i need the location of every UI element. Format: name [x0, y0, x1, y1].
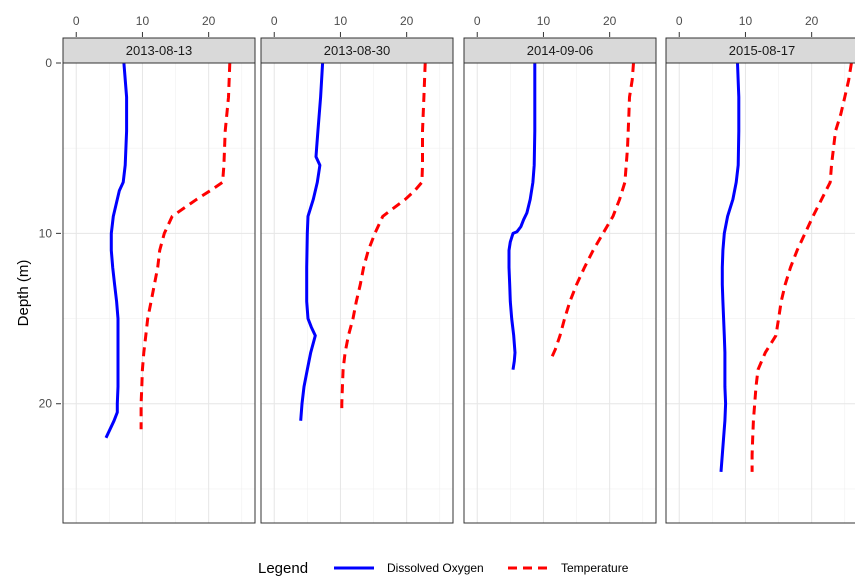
x-tick-label: 0 — [73, 14, 80, 28]
panel-2015-08-17: 2015-08-17 0 10 20 — [665, 14, 855, 524]
temperature-line — [548, 62, 635, 362]
legend-label-dissolved-oxygen: Dissolved Oxygen — [387, 561, 484, 575]
dissolved-oxygen-line — [507, 63, 537, 370]
x-tick-label: 20 — [805, 14, 819, 28]
y-axis-title: Depth (m) — [15, 260, 32, 327]
x-tick-label: 10 — [136, 14, 150, 28]
facet-strip — [665, 37, 855, 64]
dissolved-oxygen-line — [299, 62, 325, 421]
legend: Legend Dissolved Oxygen Temperature — [258, 560, 629, 577]
facet-strip — [463, 37, 657, 64]
panel-2014-09-06: 2014-09-06 0 10 20 — [463, 14, 657, 524]
panel-border — [62, 62, 256, 524]
x-tick-label: 10 — [739, 14, 753, 28]
y-tick-label: 10 — [39, 226, 53, 240]
y-tick-label: 0 — [45, 56, 52, 70]
x-tick-label: 0 — [271, 14, 278, 28]
facet-strip-label: 2013-08-13 — [126, 43, 193, 58]
legend-label-temperature: Temperature — [561, 561, 629, 575]
x-tick-label: 20 — [202, 14, 216, 28]
temperature-line — [340, 62, 427, 413]
panel-border — [463, 62, 657, 524]
x-tick-label: 20 — [603, 14, 617, 28]
x-tick-label: 10 — [334, 14, 348, 28]
x-tick-label: 0 — [676, 14, 683, 28]
facet-strip-label: 2015-08-17 — [729, 43, 796, 58]
panel-border — [260, 62, 454, 524]
y-tick-label: 20 — [39, 397, 53, 411]
panel-2013-08-13: 2013-08-13 0 10 20 — [62, 14, 256, 524]
legend-title: Legend — [258, 560, 308, 577]
dissolved-oxygen-line — [104, 62, 129, 439]
dissolved-oxygen-line — [719, 62, 741, 473]
x-tick-label: 20 — [400, 14, 414, 28]
x-tick-label: 10 — [537, 14, 551, 28]
facet-strip — [260, 37, 454, 64]
temperature-line — [750, 62, 853, 472]
panel-border — [665, 62, 855, 524]
facet-strip — [62, 37, 256, 64]
temperature-line — [139, 62, 232, 430]
panel-2013-08-30: 2013-08-30 0 10 20 — [260, 14, 454, 524]
facet-strip-label: 2014-09-06 — [527, 43, 594, 58]
facet-strip-label: 2013-08-30 — [324, 43, 391, 58]
x-tick-label: 0 — [474, 14, 481, 28]
